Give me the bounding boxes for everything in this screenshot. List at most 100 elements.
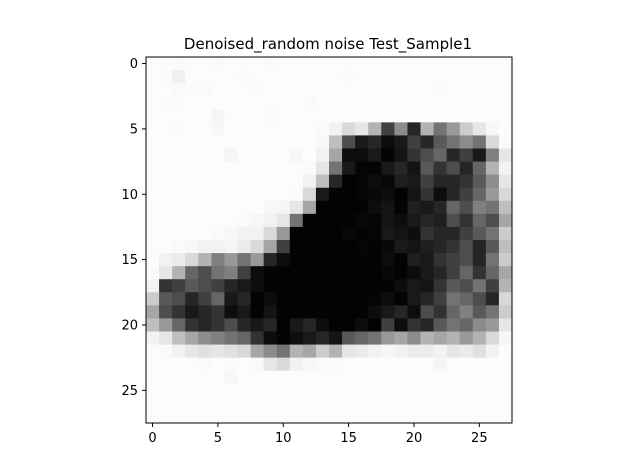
heatmap-cell [420,331,434,345]
heatmap-cell [237,409,251,424]
heatmap-cell [446,148,461,162]
heatmap-cell [237,396,251,411]
heatmap-cell [172,226,186,241]
heatmap-cell [433,187,448,202]
heatmap-cell [368,370,382,385]
heatmap-cell [211,200,225,215]
heatmap-cell [315,357,330,372]
heatmap-cell [420,344,434,359]
heatmap-cell [211,253,225,267]
heatmap-cell [185,57,199,71]
heatmap-cell [394,161,408,176]
heatmap-cell [172,109,186,123]
heatmap-cell [433,109,448,123]
heatmap-cell [302,383,317,398]
heatmap-cell [185,83,199,97]
heatmap-cell [407,305,421,319]
heatmap-cell [276,279,291,293]
heatmap-cell [355,318,369,332]
heatmap-cell [159,200,173,215]
heatmap-cell [355,148,369,162]
heatmap-cell [368,396,382,411]
heatmap-cell [237,57,251,71]
heatmap-cell [237,109,251,123]
heatmap-cell [498,292,513,306]
heatmap-cell [498,383,513,398]
heatmap-cell [498,148,513,162]
heatmap-cell [185,96,199,110]
heatmap-cell [472,83,487,97]
heatmap-cell [185,148,199,162]
heatmap-cell [381,305,395,319]
heatmap-cell [276,213,291,228]
y-tick-label: 5 [130,122,138,137]
heatmap-cell [302,305,317,319]
heatmap-cell [250,344,265,359]
heatmap-cell [446,357,461,372]
heatmap-cell [237,292,251,306]
heatmap-cell [263,344,278,359]
heatmap-cell [185,200,199,215]
heatmap-cell [159,292,173,306]
y-tick-label: 10 [121,188,138,203]
heatmap-cell [276,226,291,241]
heatmap-cell [224,266,238,280]
heatmap-cell [446,370,461,385]
heatmap-cell [237,266,251,280]
heatmap-cell [472,318,487,332]
heatmap-cell [420,83,434,97]
heatmap-cell [302,109,317,123]
heatmap-cell [263,148,278,162]
heatmap-cell [407,213,421,228]
heatmap-cell [394,331,408,345]
heatmap-cell [420,383,434,398]
heatmap-cell [224,200,238,215]
heatmap-cell [485,161,500,176]
heatmap-cell [342,226,356,241]
heatmap-cell [250,109,265,123]
heatmap-cell [394,370,408,385]
heatmap-cell [302,135,317,149]
heatmap-cell [342,96,356,110]
heatmap-cell [185,187,199,202]
heatmap-cell [198,148,212,162]
heatmap-cell [355,344,369,359]
heatmap-cell [342,266,356,280]
heatmap-cell [394,357,408,372]
heatmap-cell [237,83,251,97]
heatmap-cell [498,70,513,84]
heatmap-cell [276,318,291,332]
heatmap-cell [368,83,382,97]
heatmap-cell [276,174,291,189]
heatmap-cell [355,409,369,424]
heatmap-cell [381,240,395,254]
heatmap-cell [407,83,421,97]
heatmap-cell [159,409,173,424]
heatmap-cell [329,253,343,267]
heatmap-cell [159,344,173,359]
chart-title: Denoised_random noise Test_Sample1 [184,35,472,54]
x-tick-label: 10 [275,431,292,446]
heatmap-cell [420,292,434,306]
heatmap-cell [498,187,513,202]
heatmap-cell [368,305,382,319]
heatmap-cell [315,409,330,424]
heatmap-cell [224,161,238,176]
heatmap-cell [185,161,199,176]
heatmap-cell [211,148,225,162]
heatmap-cell [329,318,343,332]
heatmap-cell [368,344,382,359]
heatmap-cell [498,318,513,332]
heatmap-cell [446,135,461,149]
heatmap-cell [394,279,408,293]
heatmap-cell [159,370,173,385]
heatmap-cell [420,253,434,267]
heatmap-cell [381,96,395,110]
heatmap-cell [250,57,265,71]
heatmap-cell [276,83,291,97]
heatmap-cell [211,279,225,293]
heatmap-cell [276,96,291,110]
heatmap-cell [355,305,369,319]
heatmap-cell [237,148,251,162]
heatmap-cell [420,279,434,293]
